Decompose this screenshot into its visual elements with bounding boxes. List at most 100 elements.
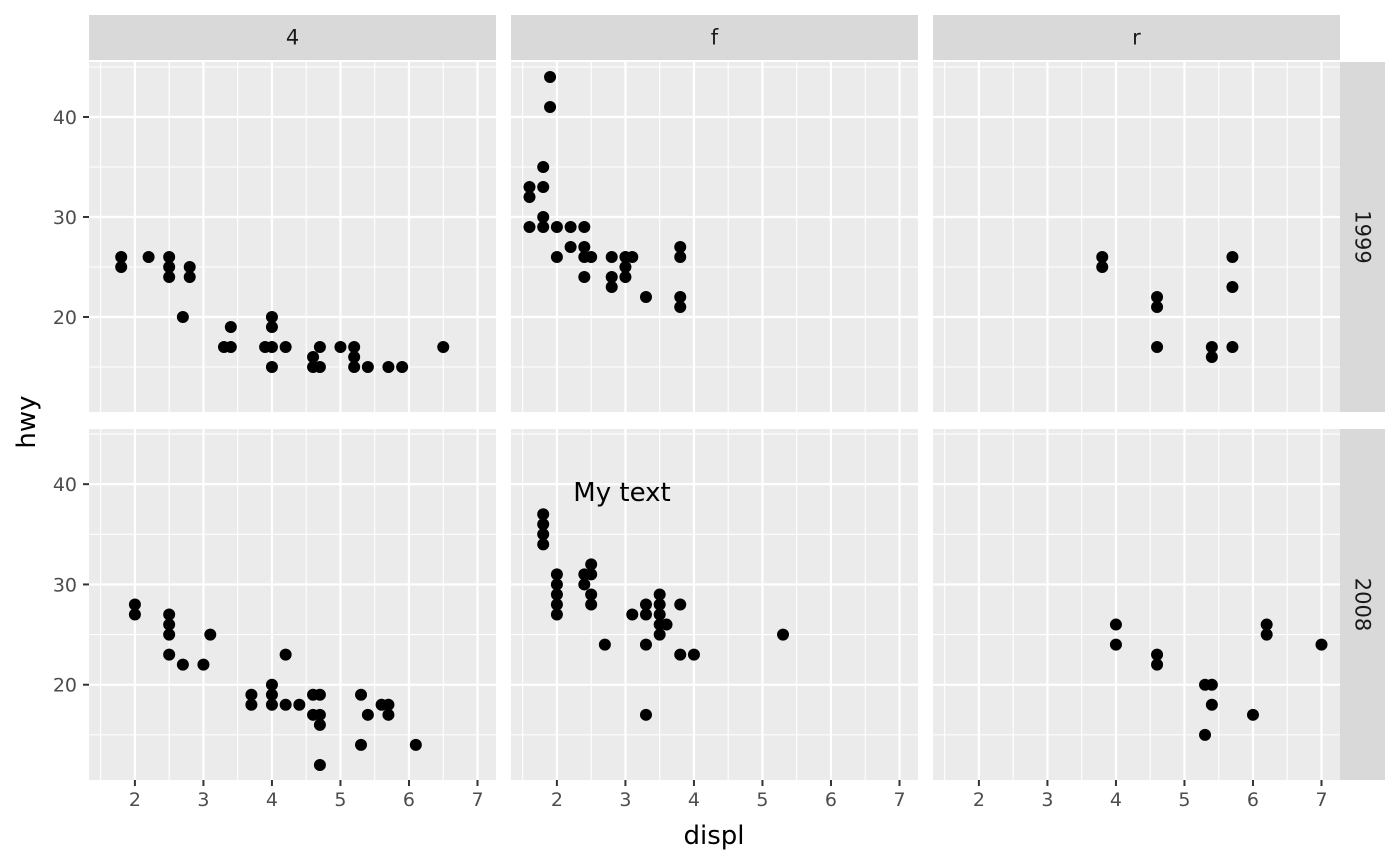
strip-label: f (711, 26, 719, 50)
data-point (142, 251, 155, 263)
data-point (537, 538, 550, 551)
data-point (550, 568, 563, 581)
x-tick-label: 5 (756, 789, 768, 811)
x-tick-label: 2 (551, 789, 563, 811)
data-point (348, 341, 361, 353)
data-point (259, 341, 272, 353)
data-point (653, 588, 666, 601)
data-point (1226, 341, 1239, 353)
data-point (585, 588, 598, 601)
data-point (619, 271, 632, 283)
data-point (564, 241, 577, 253)
data-point (639, 638, 652, 651)
data-point (163, 648, 176, 661)
data-point (1226, 281, 1239, 293)
data-point (653, 628, 666, 641)
data-point (1151, 648, 1164, 661)
data-point (660, 618, 673, 631)
data-point (537, 508, 550, 521)
data-point (163, 628, 176, 641)
panels-layer: My text (89, 62, 1340, 780)
data-point (1260, 628, 1273, 641)
panel-f-2008 (511, 429, 918, 780)
x-tick-label: 5 (334, 789, 346, 811)
data-point (265, 698, 278, 711)
x-tick-label: 7 (1315, 789, 1327, 811)
data-point (183, 271, 196, 283)
data-point (265, 678, 278, 691)
data-point (334, 341, 347, 353)
data-point (1151, 341, 1164, 353)
data-point (585, 598, 598, 611)
data-point (1109, 618, 1122, 631)
data-point (639, 608, 652, 621)
data-point (355, 688, 368, 701)
panel-background (511, 429, 918, 780)
data-point (163, 251, 176, 263)
y-axis-title: hwy (12, 395, 42, 448)
data-point (307, 351, 320, 363)
data-point (523, 221, 536, 233)
data-point (183, 261, 196, 273)
strip-label: r (1132, 26, 1141, 50)
data-point (1199, 728, 1212, 741)
data-point (1205, 351, 1218, 363)
data-point (1151, 291, 1164, 303)
data-point (537, 528, 550, 541)
y-tick-label: 30 (53, 574, 77, 596)
data-point (313, 341, 326, 353)
y-tick-label: 40 (53, 107, 77, 129)
data-point (396, 361, 409, 373)
data-point (674, 598, 687, 611)
y-tick-label: 40 (53, 474, 77, 496)
data-point (550, 598, 563, 611)
strip-background (933, 15, 1340, 60)
data-point (265, 361, 278, 373)
data-point (1260, 618, 1273, 631)
data-point (176, 658, 189, 671)
x-tick-label: 6 (1247, 789, 1259, 811)
data-point (550, 221, 563, 233)
x-axis-r: 2 3 4 5 6 7 (973, 780, 1328, 811)
data-point (245, 698, 258, 711)
strip-background (1340, 429, 1385, 780)
panel-4-2008 (89, 429, 496, 780)
panel-background (933, 62, 1340, 412)
data-point (585, 558, 598, 571)
data-point (1205, 341, 1218, 353)
strip-row-1999: 1999 (1340, 62, 1385, 412)
data-point (313, 361, 326, 373)
data-point (585, 251, 598, 263)
data-point (605, 281, 618, 293)
points-r-2008 (1109, 618, 1328, 741)
data-point (578, 271, 591, 283)
data-point (674, 241, 687, 253)
points-4-1999 (115, 251, 450, 373)
data-point (639, 708, 652, 721)
points-4-2008 (128, 598, 422, 771)
data-point (598, 638, 611, 651)
data-point (523, 181, 536, 193)
data-point (382, 708, 395, 721)
data-point (564, 221, 577, 233)
panel-r-2008 (933, 429, 1340, 780)
data-point (128, 608, 141, 621)
data-point (578, 578, 591, 591)
x-axis-f: 2 3 4 5 6 7 (551, 780, 906, 811)
data-point (197, 658, 210, 671)
data-point (279, 698, 292, 711)
data-point (265, 321, 278, 333)
data-point (313, 688, 326, 701)
data-point (355, 738, 368, 751)
data-point (1096, 261, 1109, 273)
data-point (1096, 251, 1109, 263)
y-axis-1999: 20 30 40 (53, 107, 89, 329)
panel-r-1999 (933, 62, 1340, 412)
panel-background (89, 62, 496, 412)
points-f-1999 (523, 71, 687, 313)
x-tick-label: 4 (1110, 789, 1122, 811)
data-point (674, 648, 687, 661)
x-tick-label: 4 (266, 789, 278, 811)
y-axis-2008: 20 30 40 (53, 474, 89, 697)
data-point (176, 311, 189, 323)
